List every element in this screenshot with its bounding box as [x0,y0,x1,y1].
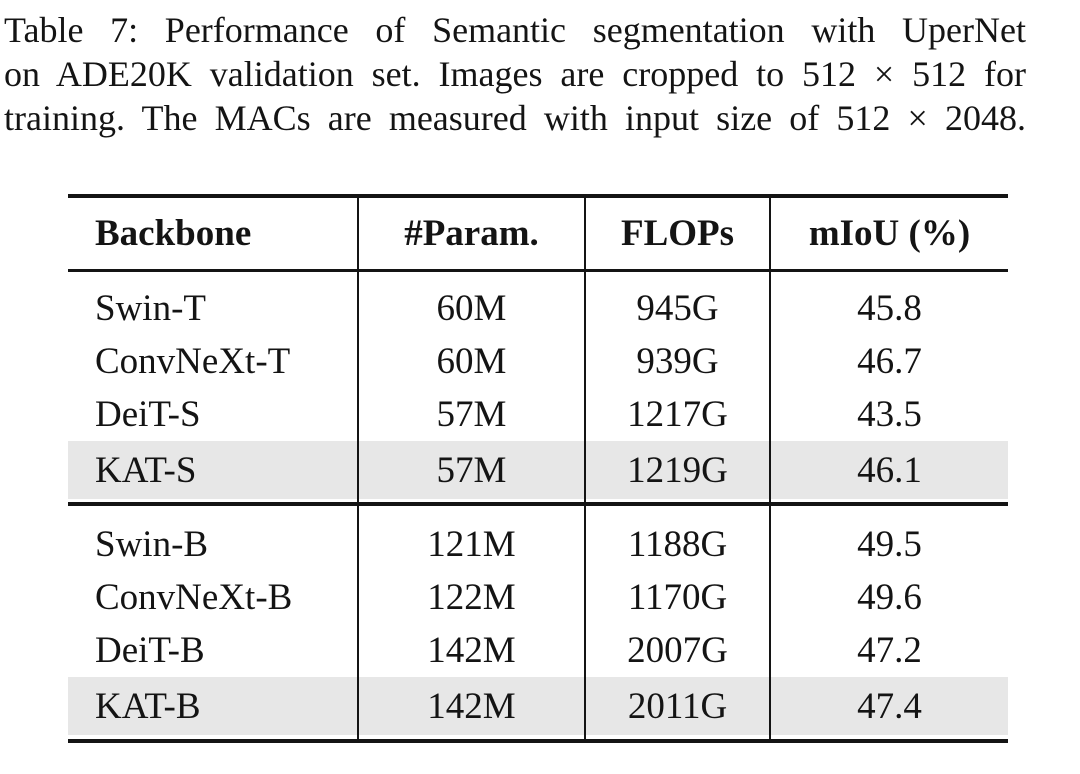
table-row-swin-b: Swin-B 121M 1188G 49.5 [68,518,1008,571]
table-row-convnext-t: ConvNeXt-T 60M 939G 46.7 [68,335,1008,388]
caption-line-3: training. The MACs are measured with inp… [4,98,1026,138]
table-row-kat-b: KAT-B 142M 2011G 47.4 [68,677,1008,735]
spacer-row [68,499,1008,504]
flops-cell: 1170G [584,571,770,624]
flops-header: FLOPs [584,196,770,270]
flops-cell: 939G [584,335,770,388]
param-cell: 57M [357,388,585,441]
miou-cell: 45.8 [769,282,1008,335]
caption-line-2: on ADE20K validation set. Images are cro… [4,54,1026,94]
param-cell: 121M [357,518,585,571]
backbone-cell: KAT-B [95,685,201,727]
backbone-cell: ConvNeXt-T [95,341,291,382]
backbone-cell: ConvNeXt-B [95,577,293,618]
param-cell: 142M [357,677,585,735]
table-group-small: Swin-T 60M 945G 45.8 ConvNeXt-T 60M 939G… [68,270,1008,504]
table-row-deit-b: DeiT-B 142M 2007G 47.2 [68,624,1008,677]
flops-cell: 2011G [584,677,770,735]
backbone-header: Backbone [95,212,252,254]
miou-cell: 47.4 [769,677,1008,735]
flops-cell: 2007G [584,624,770,677]
table-caption: Table 7: Performance of Semantic segment… [4,8,1026,140]
table-header: Backbone #Param. FLOPs mIoU (%) [68,196,1008,270]
miou-cell: 47.2 [769,624,1008,677]
miou-cell: 46.7 [769,335,1008,388]
backbone-cell: Swin-B [95,524,209,565]
miou-header: mIoU (%) [769,196,1008,270]
table-row-convnext-b: ConvNeXt-B 122M 1170G 49.6 [68,571,1008,624]
param-cell: 142M [357,624,585,677]
miou-cell: 46.1 [769,441,1008,499]
param-cell: 60M [357,282,585,335]
header-row: Backbone #Param. FLOPs mIoU (%) [68,196,1008,270]
flops-cell: 1217G [584,388,770,441]
backbone-cell: KAT-S [95,449,197,491]
flops-cell: 945G [584,282,770,335]
param-cell: 57M [357,441,585,499]
table-group-base: Swin-B 121M 1188G 49.5 ConvNeXt-B 122M 1… [68,504,1008,741]
miou-cell: 43.5 [769,388,1008,441]
caption-line-1: Table 7: Performance of Semantic segment… [4,10,1026,50]
table-row-deit-s: DeiT-S 57M 1217G 43.5 [68,388,1008,441]
miou-cell: 49.6 [769,571,1008,624]
param-header: #Param. [357,196,585,270]
flops-cell: 1188G [584,518,770,571]
table-row-kat-s: KAT-S 57M 1219G 46.1 [68,441,1008,499]
table-row-swin-t: Swin-T 60M 945G 45.8 [68,282,1008,335]
backbone-cell: DeiT-B [95,630,205,671]
flops-cell: 1219G [584,441,770,499]
results-table: Backbone #Param. FLOPs mIoU (%) Swin-T 6… [68,194,1008,743]
miou-cell: 49.5 [769,518,1008,571]
spacer-row [68,735,1008,741]
param-cell: 122M [357,571,585,624]
param-cell: 60M [357,335,585,388]
backbone-cell: DeiT-S [95,394,201,435]
spacer-row [68,270,1008,282]
spacer-row [68,504,1008,518]
backbone-cell: Swin-T [95,288,206,329]
